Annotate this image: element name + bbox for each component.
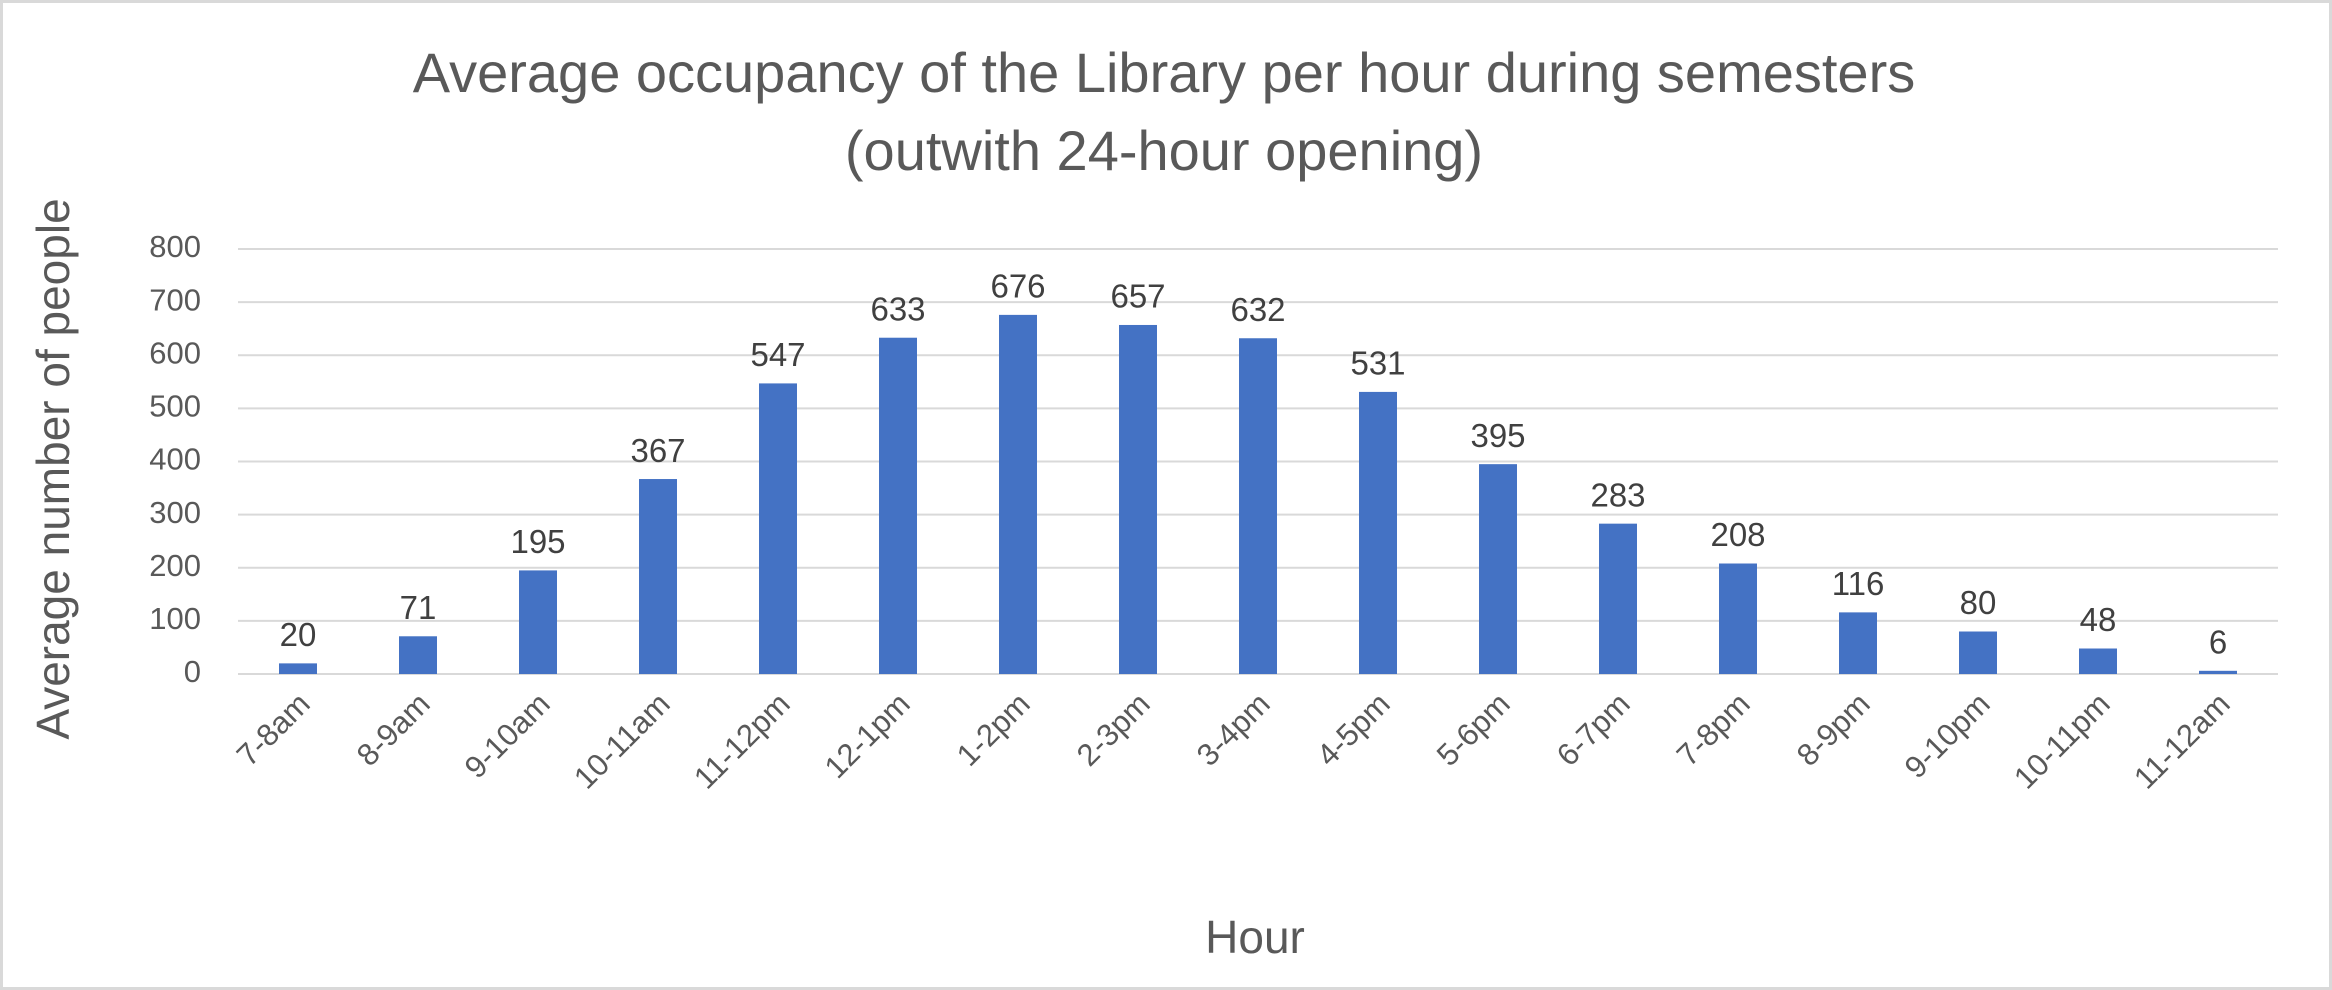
value-label: 195	[510, 523, 565, 560]
bar	[999, 314, 1037, 674]
value-label: 283	[1590, 476, 1645, 513]
bar	[1959, 631, 1997, 674]
y-tick-label: 700	[149, 282, 201, 317]
y-tick-label: 600	[149, 335, 201, 370]
value-label: 48	[2080, 601, 2117, 638]
bar	[1239, 338, 1277, 674]
value-label: 676	[990, 268, 1045, 305]
y-tick-label: 300	[149, 495, 201, 530]
bar	[1839, 612, 1877, 674]
bar	[2079, 648, 2117, 674]
value-label: 395	[1470, 417, 1525, 454]
y-tick-label: 0	[184, 654, 201, 689]
y-tick-label: 500	[149, 389, 201, 424]
value-label: 116	[1832, 565, 1885, 602]
bar	[1119, 324, 1157, 674]
bar	[1359, 391, 1397, 674]
bar	[1479, 464, 1517, 674]
y-tick-label: 400	[149, 442, 201, 477]
bar	[519, 570, 557, 674]
value-label: 6	[2209, 624, 2227, 661]
y-tick-label: 100	[149, 601, 201, 636]
bar	[759, 383, 797, 674]
value-label: 633	[870, 290, 925, 327]
value-label: 80	[1960, 584, 1997, 621]
value-label: 632	[1230, 291, 1285, 328]
chart-title: Average occupancy of the Library per hou…	[413, 41, 1915, 104]
value-label: 71	[400, 589, 437, 626]
y-tick-label: 200	[149, 548, 201, 583]
chart-title: (outwith 24-hour opening)	[845, 119, 1483, 182]
bar	[2199, 670, 2237, 674]
bar	[639, 479, 677, 674]
value-label: 657	[1110, 278, 1165, 315]
bar	[1719, 563, 1757, 674]
x-axis-title: Hour	[1205, 911, 1305, 963]
value-label: 367	[630, 432, 685, 469]
value-label: 531	[1350, 345, 1405, 382]
bar	[879, 337, 917, 674]
y-tick-label: 800	[149, 229, 201, 264]
value-label: 208	[1710, 516, 1765, 553]
bar	[1599, 523, 1637, 674]
y-axis-title: Average number of people	[27, 198, 79, 739]
value-label: 20	[280, 616, 317, 653]
value-label: 547	[750, 336, 805, 373]
bar	[279, 663, 317, 674]
bar	[399, 636, 437, 674]
